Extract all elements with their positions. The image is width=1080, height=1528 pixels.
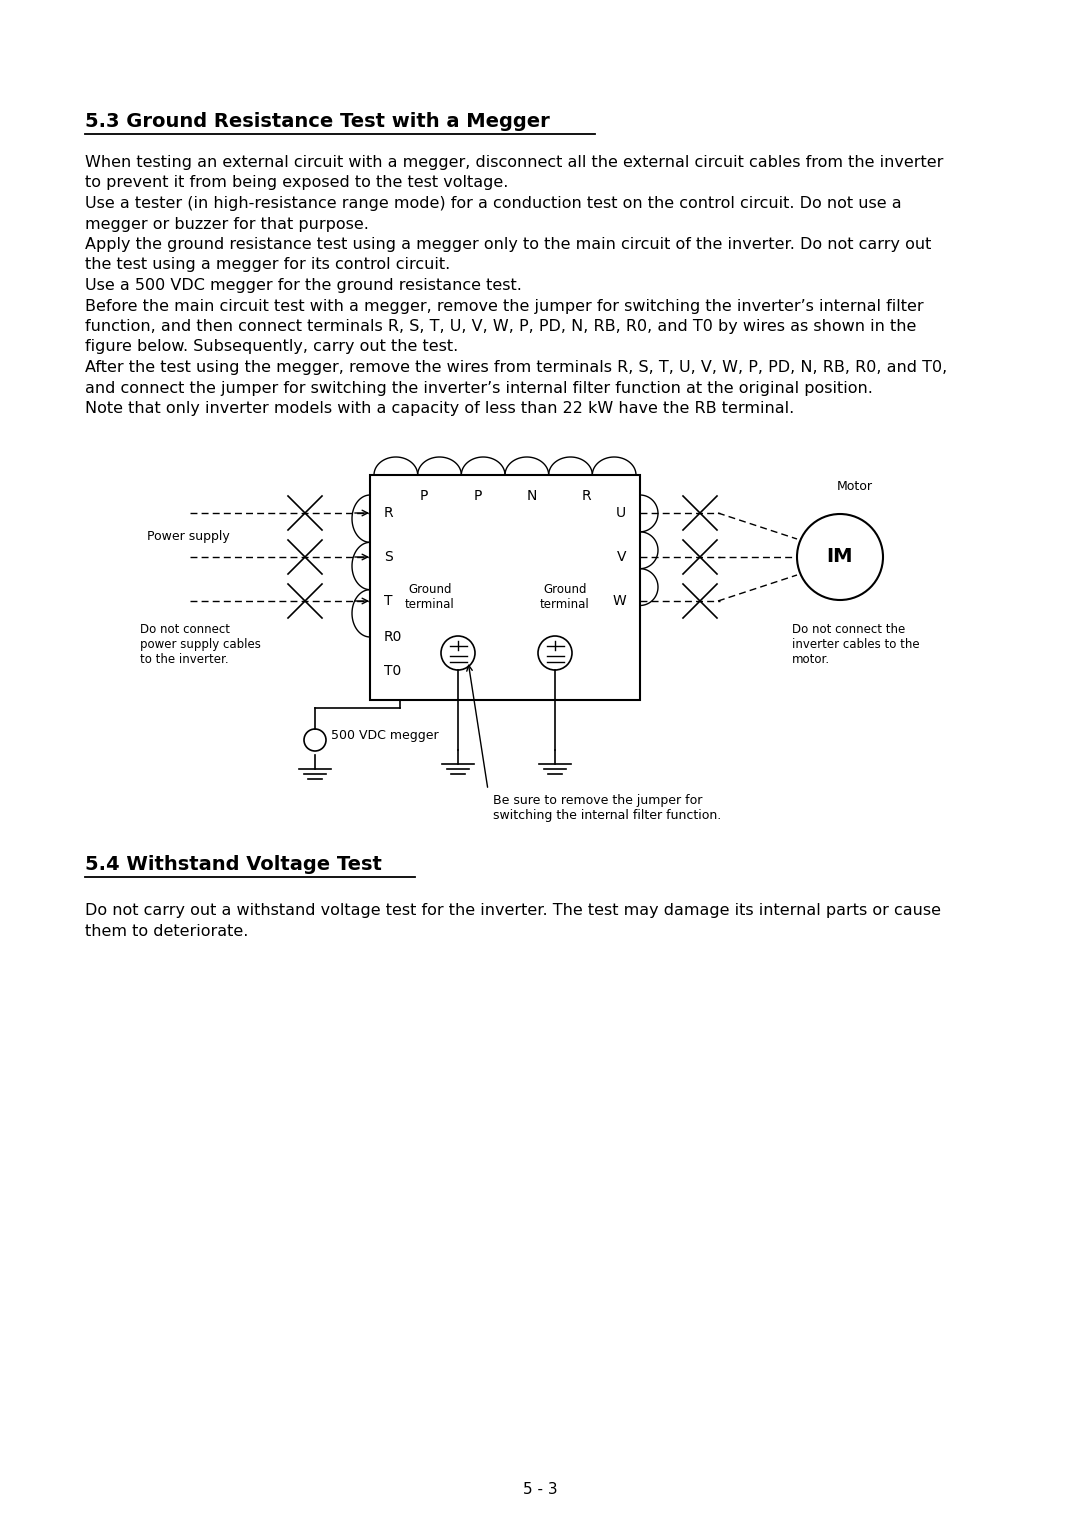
Text: Do not carry out a withstand voltage test for the inverter. The test may damage : Do not carry out a withstand voltage tes… xyxy=(85,903,941,918)
Text: 5 - 3: 5 - 3 xyxy=(523,1482,557,1497)
Text: W: W xyxy=(612,594,626,608)
Text: Power supply: Power supply xyxy=(147,530,230,542)
Text: 5.3 Ground Resistance Test with a Megger: 5.3 Ground Resistance Test with a Megger xyxy=(85,112,550,131)
Text: figure below. Subsequently, carry out the test.: figure below. Subsequently, carry out th… xyxy=(85,339,458,354)
Text: Do not connect
power supply cables
to the inverter.: Do not connect power supply cables to th… xyxy=(140,623,261,666)
Text: P: P xyxy=(420,489,428,503)
Text: Ground
terminal: Ground terminal xyxy=(405,584,455,611)
Text: After the test using the megger, remove the wires from terminals R, S, T, U, V, : After the test using the megger, remove … xyxy=(85,361,947,374)
Text: function, and then connect terminals R, S, T, U, V, W, P, PD, N, RB, R0, and T0 : function, and then connect terminals R, … xyxy=(85,319,916,335)
Text: IM: IM xyxy=(827,547,853,567)
Text: Before the main circuit test with a megger, remove the jumper for switching the : Before the main circuit test with a megg… xyxy=(85,298,923,313)
Text: the test using a megger for its control circuit.: the test using a megger for its control … xyxy=(85,258,450,272)
Text: P: P xyxy=(474,489,482,503)
Text: U: U xyxy=(616,506,626,520)
Text: T: T xyxy=(384,594,392,608)
Text: megger or buzzer for that purpose.: megger or buzzer for that purpose. xyxy=(85,217,369,232)
Text: 5.4 Withstand Voltage Test: 5.4 Withstand Voltage Test xyxy=(85,856,382,874)
Text: S: S xyxy=(384,550,393,564)
Text: Use a tester (in high-resistance range mode) for a conduction test on the contro: Use a tester (in high-resistance range m… xyxy=(85,196,902,211)
Text: Note that only inverter models with a capacity of less than 22 kW have the RB te: Note that only inverter models with a ca… xyxy=(85,400,794,416)
Text: R: R xyxy=(384,506,393,520)
Text: R0: R0 xyxy=(384,630,403,643)
Text: Apply the ground resistance test using a megger only to the main circuit of the : Apply the ground resistance test using a… xyxy=(85,237,931,252)
Text: and connect the jumper for switching the inverter’s internal filter function at : and connect the jumper for switching the… xyxy=(85,380,873,396)
Text: T0: T0 xyxy=(384,665,402,678)
Text: V: V xyxy=(617,550,626,564)
Text: N: N xyxy=(527,489,537,503)
Bar xyxy=(370,475,640,700)
Text: R: R xyxy=(581,489,591,503)
Text: Motor: Motor xyxy=(837,480,873,494)
Text: Use a 500 VDC megger for the ground resistance test.: Use a 500 VDC megger for the ground resi… xyxy=(85,278,522,293)
Text: to prevent it from being exposed to the test voltage.: to prevent it from being exposed to the … xyxy=(85,176,509,191)
Text: 500 VDC megger: 500 VDC megger xyxy=(330,729,438,743)
Text: When testing an external circuit with a megger, disconnect all the external circ: When testing an external circuit with a … xyxy=(85,154,943,170)
Text: Ground
terminal: Ground terminal xyxy=(540,584,590,611)
Text: them to deteriorate.: them to deteriorate. xyxy=(85,923,248,938)
Text: Do not connect the
inverter cables to the
motor.: Do not connect the inverter cables to th… xyxy=(792,623,920,666)
Text: Be sure to remove the jumper for
switching the internal filter function.: Be sure to remove the jumper for switchi… xyxy=(492,795,721,822)
